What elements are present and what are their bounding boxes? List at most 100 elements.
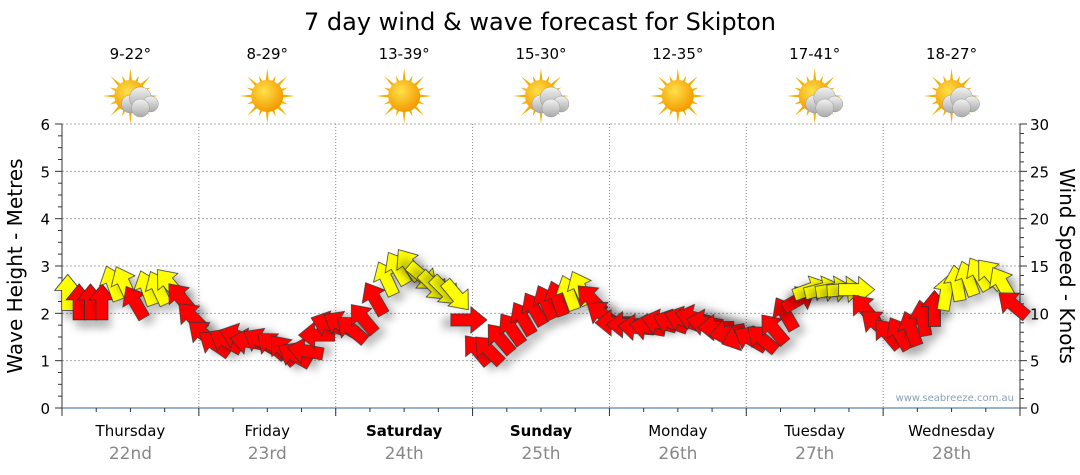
day-date: 28th	[932, 444, 971, 464]
chart-title: 7 day wind & wave forecast for Skipton	[304, 8, 776, 36]
cloud-puff	[815, 98, 834, 118]
right-tick-label: 25	[1030, 163, 1049, 181]
sun-ray	[931, 76, 943, 88]
sun-ray	[265, 109, 269, 124]
sun-icon	[239, 68, 296, 124]
day-date: 22nd	[109, 444, 152, 464]
day-date: 23rd	[248, 444, 287, 464]
left-tick-label: 3	[40, 258, 50, 276]
day-temperature: 18-27°	[926, 45, 977, 63]
left-tick-label: 1	[40, 353, 50, 371]
sun-ray	[549, 76, 561, 88]
sun-ray	[923, 94, 938, 98]
sun-ray	[275, 76, 288, 88]
sun-ray	[402, 109, 406, 124]
right-tick-label: 30	[1030, 116, 1049, 134]
sun-cloud-icon	[923, 68, 980, 124]
wind-arrow	[361, 282, 390, 318]
right-tick-label: 20	[1030, 211, 1049, 229]
sun-ray	[513, 94, 528, 98]
watermark: www.seabreeze.com.au	[896, 393, 1014, 404]
left-tick-label: 0	[40, 400, 50, 418]
left-tick-label: 5	[40, 163, 50, 181]
right-axis-label: Wind Speed - Knots	[1055, 168, 1079, 364]
day-temperature: 15-30°	[515, 45, 566, 63]
sun-ray	[686, 76, 698, 88]
sun-ray	[539, 109, 543, 124]
sun-ray	[102, 94, 117, 98]
sun-ray	[658, 104, 670, 116]
sun-ray	[539, 68, 543, 83]
sun-ray	[128, 68, 133, 83]
sun-ray	[691, 94, 706, 98]
sun-ray	[281, 94, 296, 98]
wind-arrow	[998, 292, 1031, 322]
sun-ray	[384, 76, 396, 88]
sun-ray	[786, 94, 801, 98]
sun-disc	[661, 80, 694, 112]
day-temperature: 12-35°	[652, 45, 703, 63]
cloud-shape	[805, 86, 843, 118]
right-tick-label: 15	[1030, 258, 1049, 276]
cloud-puff	[541, 98, 561, 118]
day-name: Monday	[648, 422, 707, 440]
day-temperature: 9-22°	[110, 45, 152, 63]
sun-ray	[376, 94, 391, 98]
sun-ray	[139, 76, 151, 88]
sun-icon	[376, 68, 433, 124]
sun-ray	[931, 104, 943, 116]
day-name: Tuesday	[783, 422, 845, 440]
day-name: Friday	[245, 422, 291, 440]
day-date: 24th	[385, 444, 424, 464]
sun-ray	[275, 104, 288, 116]
sun-disc	[251, 80, 284, 112]
sun-ray	[128, 109, 133, 124]
right-tick-label: 10	[1030, 305, 1049, 323]
cloud-shape	[531, 86, 570, 118]
sun-ray	[110, 76, 122, 88]
day-temperature: 8-29°	[247, 45, 289, 63]
sun-ray	[658, 76, 670, 88]
wind-arrow	[761, 314, 791, 348]
left-tick-label: 6	[40, 116, 50, 134]
sun-cloud-icon	[102, 68, 159, 124]
sun-ray	[813, 68, 817, 83]
sun-ray	[247, 76, 259, 88]
sun-ray	[960, 76, 972, 88]
sun-ray	[813, 109, 817, 124]
cloud-shape	[942, 86, 980, 118]
day-temperature: 17-41°	[789, 45, 840, 63]
sun-ray	[110, 104, 122, 116]
cloud-puff	[131, 98, 150, 118]
sun-ray	[239, 94, 254, 98]
day-name: Sunday	[510, 422, 573, 440]
sun-ray	[384, 104, 396, 116]
left-tick-label: 4	[40, 211, 50, 229]
sun-disc	[388, 80, 421, 112]
right-tick-label: 5	[1030, 353, 1040, 371]
day-date: 25th	[521, 444, 560, 464]
sun-cloud-icon	[786, 68, 843, 124]
sun-ray	[521, 104, 533, 116]
sun-ray	[402, 68, 406, 83]
cloud-puff	[952, 98, 971, 118]
sun-ray	[649, 94, 664, 98]
wind-arrow	[440, 277, 469, 311]
day-name: Wednesday	[908, 422, 995, 440]
day-name: Thursday	[95, 422, 166, 440]
sun-ray	[676, 68, 680, 83]
sun-ray	[265, 68, 269, 83]
sun-ray	[794, 104, 807, 116]
sun-ray	[521, 76, 533, 88]
sun-ray	[794, 76, 807, 88]
sun-ray	[412, 104, 424, 116]
sun-ray	[418, 94, 433, 98]
day-date: 27th	[795, 444, 834, 464]
sun-ray	[949, 68, 954, 83]
cloud-shape	[121, 86, 159, 118]
sun-icon	[649, 68, 706, 124]
sun-ray	[412, 76, 424, 88]
left-tick-label: 2	[40, 305, 50, 323]
right-tick-label: 0	[1030, 400, 1040, 418]
